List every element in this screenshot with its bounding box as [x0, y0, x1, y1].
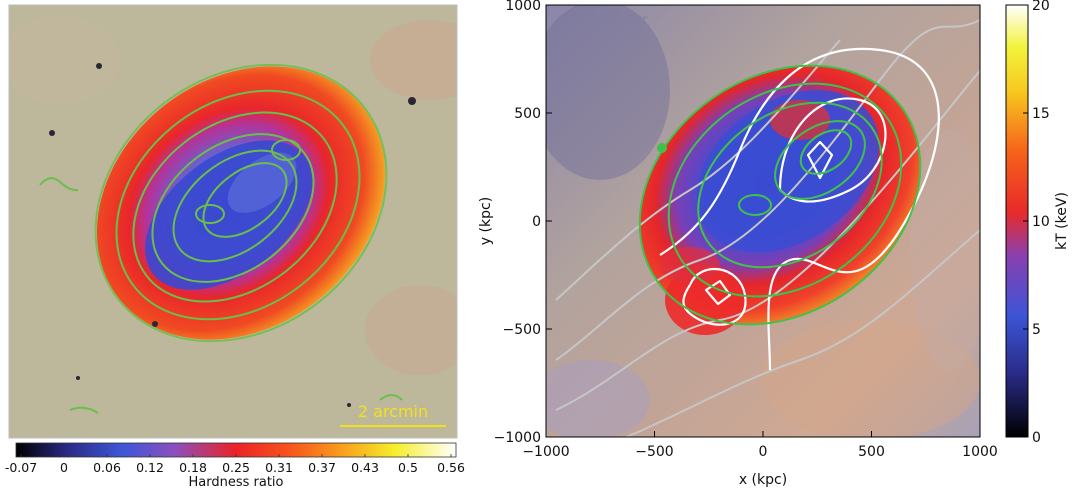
kt-colorbar: 20 15 10 5 0 kT (keV)	[1005, 0, 1070, 446]
y-axis-tick-label: 500	[514, 106, 541, 122]
kt-colorbar-tick-label: 20	[1032, 0, 1050, 14]
scale-bar: 2 arcmin	[340, 402, 446, 427]
y-axis-tick-label: 0	[532, 214, 541, 230]
y-axis-label: y (kpc)	[478, 197, 494, 245]
hardness-colorbar-tick-label: 0	[60, 460, 68, 475]
kt-colorbar-tick-label: 5	[1032, 322, 1041, 338]
x-axis-ticks: −1000 −500 0 500 1000	[522, 431, 998, 460]
x-axis-tick-label: −1000	[522, 444, 569, 460]
hardness-colorbar-label: Hardness ratio	[189, 475, 284, 490]
point-sources	[49, 63, 416, 407]
surface-brightness-contours	[39, 63, 403, 414]
kt-colorbar-ticks: 20 15 10 5 0	[1023, 0, 1050, 446]
x-axis-tick-label: 500	[858, 444, 885, 460]
y-axis-ticks: 1000 500 0 −500 −1000	[494, 0, 552, 446]
green-xray-contours	[638, 64, 922, 326]
kt-colorbar-tick-label: 10	[1032, 214, 1050, 230]
left-panel-frame	[8, 4, 458, 439]
hardness-colorbar-tick-label: -0.07	[5, 460, 37, 475]
hardness-colorbar-tick-label: 0.06	[93, 460, 121, 475]
y-axis-tick-label: −1000	[494, 430, 541, 446]
kt-colorbar-tick-label: 15	[1032, 106, 1050, 122]
hardness-colorbar-tick-label: 0.25	[222, 460, 250, 475]
y-axis-tick-label: 1000	[505, 0, 541, 14]
hardness-colorbar-tick-label: 0.5	[398, 460, 418, 475]
hardness-colorbar-tick-label: 0.43	[351, 460, 379, 475]
scale-bar-label: 2 arcmin	[358, 402, 428, 421]
hardness-colorbar-tick-label: 0.37	[308, 460, 336, 475]
y-axis-tick-label: −500	[503, 322, 541, 338]
kt-colorbar-tick-label: 0	[1032, 430, 1041, 446]
hardness-colorbar-tick-label: 0.18	[179, 460, 207, 475]
hardness-colorbar-tick-label: 0.12	[136, 460, 164, 475]
hardness-ratio-map	[9, 5, 457, 438]
x-axis-label: x (kpc)	[739, 472, 787, 488]
kt-colorbar-label: kT (keV)	[1054, 192, 1070, 250]
simulated-temperature-map	[546, 5, 980, 437]
x-axis-tick-label: 1000	[962, 444, 998, 460]
x-axis-tick-label: −500	[635, 444, 673, 460]
time-label: t = 1.70 Gyr	[567, 13, 648, 28]
hardness-colorbar: -0.07 0 0.06 0.12 0.18 0.25 0.31 0.37 0.43 0.5 0.5…	[5, 442, 465, 490]
hardness-colorbar-ticks: -0.07 0 0.06 0.12 0.18 0.25 0.31 0.37 0.43 0.5 0.5…	[5, 454, 465, 475]
hardness-colorbar-tick-label: 0.56	[437, 460, 465, 475]
hardness-colorbar-tick-label: 0.31	[265, 460, 293, 475]
x-axis-tick-label: 0	[759, 444, 768, 460]
right-axes: −1000 −500 0 500 1000 1000 500 0 −500 −1000 x (k…	[478, 0, 998, 488]
